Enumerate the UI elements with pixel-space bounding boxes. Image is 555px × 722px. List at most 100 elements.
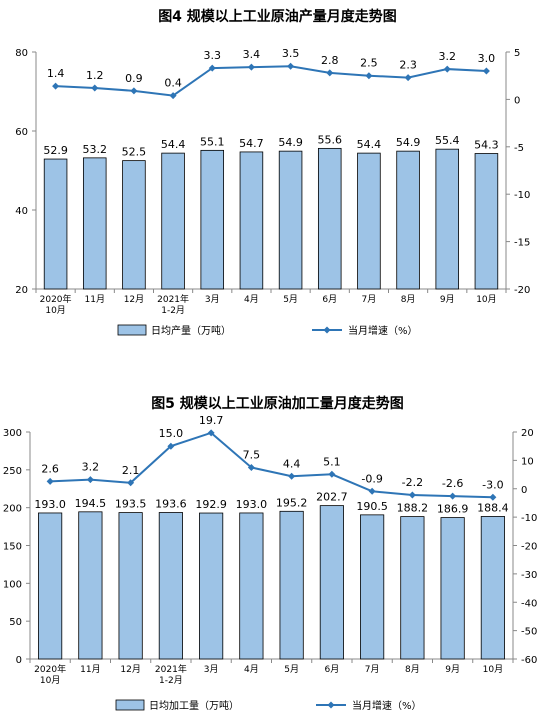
bar-value-label: 54.4 [357, 138, 382, 151]
chart-title: 图5 规模以上工业原油加工量月度走势图 [151, 396, 404, 412]
bar [118, 512, 143, 660]
legend-bar-label: 日均加工量（万吨） [149, 699, 239, 712]
line-point [328, 470, 336, 478]
line-point [46, 477, 54, 485]
x-tick-label: 11月 [85, 294, 105, 305]
line-value-label: 0.9 [125, 72, 143, 85]
x-tick-label: 4月 [244, 294, 259, 305]
line-point [52, 82, 60, 90]
x-tick-label: 5月 [284, 664, 299, 675]
y2-tick-label: -10 [514, 190, 530, 201]
chart-panel-crude-output: 图4 规模以上工业原油产量月度走势图 20 40 60 80 5 0 -5 -10 -15 -20… [0, 0, 555, 352]
x-tick-label: 8月 [405, 664, 420, 675]
x-tick-label: 10月 [45, 305, 65, 316]
bar-value-label: 53.2 [83, 143, 108, 156]
line-value-label: 2.3 [399, 59, 417, 72]
line-point [368, 487, 376, 495]
bar-value-label: 54.9 [396, 136, 421, 149]
bar [199, 512, 224, 660]
y2-tick-label: -60 [521, 655, 537, 666]
line-point [443, 65, 451, 73]
legend-line-label: 当月增速（%） [348, 324, 418, 337]
bar-value-label: 188.2 [397, 502, 429, 515]
y-tick-label: 0 [16, 655, 22, 666]
x-tick-label: 10月 [40, 675, 60, 686]
x-tick-label: 2020年 [34, 663, 66, 675]
line-value-label: 3.5 [282, 47, 300, 60]
line-point [287, 62, 295, 70]
x-tick-label: 10月 [476, 294, 496, 305]
y2-tick-label: 20 [521, 428, 534, 439]
bar [279, 510, 304, 660]
x-tick-label: 2021年 [157, 293, 189, 305]
bar [158, 512, 183, 660]
line-value-label: 3.4 [243, 48, 261, 61]
bar [161, 152, 185, 290]
bar [78, 511, 103, 660]
bar-value-label: 193.6 [155, 498, 187, 511]
line-value-label: 2.1 [122, 464, 140, 477]
bar-value-label: 55.4 [435, 134, 460, 147]
line-value-label: 3.2 [82, 461, 100, 474]
line-point [247, 63, 255, 71]
bar-value-label: 193.0 [34, 498, 66, 511]
x-tick-label: 2020年 [40, 293, 72, 305]
legend-bar-swatch [115, 699, 145, 711]
y-tick-label: 50 [9, 617, 22, 628]
legend-bar-label: 日均产量（万吨） [151, 324, 231, 337]
bar [122, 160, 146, 290]
bar-value-label: 52.5 [122, 146, 147, 159]
x-tick-label: 11月 [80, 664, 100, 675]
y-tick-label: 60 [15, 127, 28, 138]
line-value-label: -2.2 [402, 476, 423, 489]
x-tick-label: 7月 [362, 294, 377, 305]
line-point [91, 84, 99, 92]
bar-value-label: 54.3 [474, 139, 499, 152]
y-tick-label: 250 [3, 466, 22, 477]
bar [43, 158, 68, 290]
x-tick-label: 3月 [204, 664, 219, 675]
bar-value-label: 55.1 [200, 135, 225, 148]
y2-tick-label: -15 [514, 238, 530, 249]
bar-value-label: 190.5 [356, 500, 388, 513]
y2-tick-label: -20 [514, 285, 530, 296]
line-value-label: 1.4 [47, 67, 65, 80]
bar-value-label: 52.9 [43, 144, 68, 157]
y2-tick-label: -40 [521, 598, 537, 609]
y2-tick-label: 5 [514, 48, 520, 59]
y2-tick-label: -50 [521, 627, 537, 638]
y-tick-label: 20 [15, 285, 28, 296]
line-value-label: -3.0 [482, 478, 503, 491]
legend-bar-swatch [117, 324, 147, 336]
bar [239, 512, 264, 660]
line-point [130, 87, 138, 95]
bar [38, 512, 63, 660]
line-value-label: 15.0 [159, 427, 184, 440]
line-value-label: 2.6 [41, 462, 59, 475]
bar [200, 149, 225, 290]
growth-line [55, 65, 487, 97]
x-tick-label: 12月 [120, 664, 140, 675]
line-value-label: 3.0 [478, 52, 496, 65]
legend-line-label: 当月增速（%） [352, 699, 422, 712]
x-tick-label: 5月 [283, 294, 298, 305]
line-point [365, 72, 373, 80]
line-point [489, 493, 497, 501]
bar-value-label: 193.0 [236, 498, 268, 511]
y-tick-label: 80 [15, 48, 28, 59]
x-tick-label: 7月 [365, 664, 380, 675]
y2-tick-label: 0 [521, 485, 527, 496]
y2-tick-label: -30 [521, 570, 537, 581]
line-value-label: 0.4 [164, 77, 182, 90]
y-tick-label: 40 [15, 206, 28, 217]
line-value-label: -0.9 [361, 472, 382, 485]
line-point [326, 69, 334, 77]
bar [480, 516, 505, 660]
y-tick-label: 150 [3, 542, 22, 553]
x-tick-label: 3月 [205, 294, 220, 305]
bar-value-label: 54.7 [239, 137, 264, 150]
line-point [288, 472, 296, 480]
y2-tick-label: 0 [514, 95, 520, 106]
